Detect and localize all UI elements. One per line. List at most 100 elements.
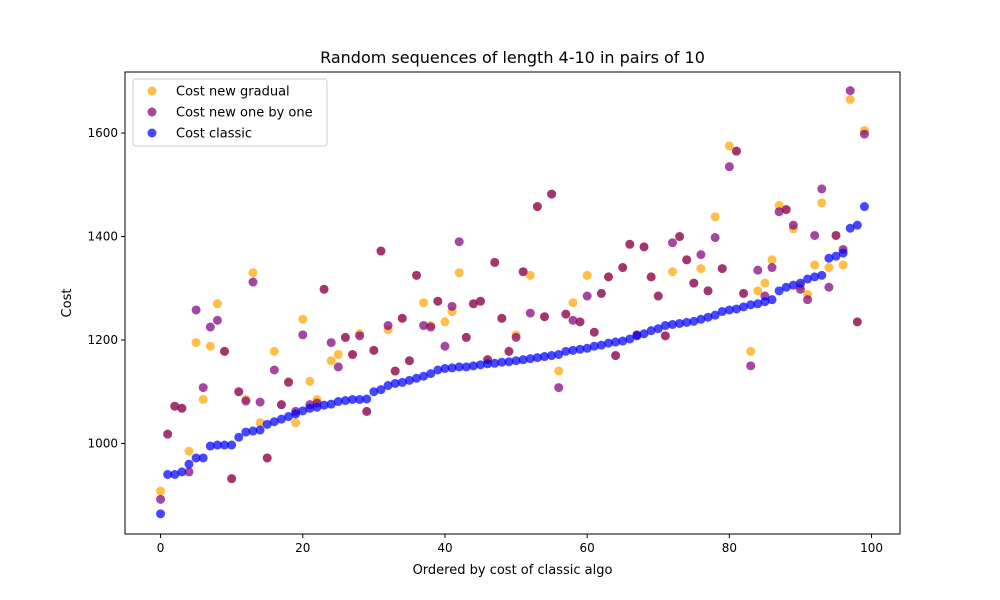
data-point-series-0	[205, 341, 215, 351]
data-point-series-0	[817, 198, 827, 208]
data-point-series-1	[603, 272, 613, 282]
data-point-series-2	[419, 371, 429, 381]
data-point-series-2	[269, 417, 279, 427]
data-point-series-1	[397, 313, 407, 323]
data-point-series-2	[440, 363, 450, 373]
data-point-series-2	[483, 359, 493, 369]
data-point-series-0	[305, 376, 315, 386]
data-point-series-1	[653, 291, 663, 301]
data-point-series-2	[824, 253, 834, 263]
data-point-series-1	[518, 267, 528, 277]
data-point-series-2	[667, 319, 677, 329]
data-point-series-1	[639, 242, 649, 252]
data-point-series-1	[859, 129, 869, 139]
data-point-series-2	[220, 440, 230, 450]
data-point-series-2	[312, 402, 322, 412]
data-point-series-2	[497, 357, 507, 367]
data-point-series-2	[376, 385, 386, 395]
y-axis-label: Cost	[60, 289, 75, 318]
data-point-series-0	[554, 366, 564, 376]
data-point-series-1	[568, 315, 578, 325]
data-point-series-1	[504, 346, 514, 356]
data-point-series-1	[177, 403, 187, 413]
data-point-series-1	[554, 383, 564, 393]
data-point-series-0	[568, 298, 578, 308]
data-point-series-1	[362, 406, 372, 416]
data-point-series-1	[468, 299, 478, 309]
y-tick-label: 1200	[87, 333, 118, 347]
data-point-series-1	[810, 230, 820, 240]
data-point-series-1	[682, 255, 692, 265]
data-point-series-1	[348, 349, 358, 359]
data-point-series-0	[710, 212, 720, 222]
data-point-series-2	[205, 441, 215, 451]
data-point-series-1	[547, 189, 557, 199]
legend-label: Cost new gradual	[176, 85, 290, 100]
data-point-series-1	[355, 331, 365, 341]
points-layer	[156, 86, 869, 519]
data-point-series-1	[269, 365, 279, 375]
y-axis: 1000 1200 1400 1600	[87, 126, 125, 450]
data-point-series-1	[262, 453, 272, 463]
data-point-series-1	[376, 246, 386, 256]
data-point-series-2	[362, 394, 372, 404]
data-point-series-2	[504, 357, 514, 367]
x-tick-label: 20	[295, 541, 310, 555]
data-point-series-2	[703, 312, 713, 322]
data-point-series-1	[298, 330, 308, 340]
data-point-series-2	[859, 202, 869, 212]
data-point-series-1	[703, 286, 713, 296]
data-point-series-2	[532, 353, 542, 363]
data-point-series-1	[611, 351, 621, 361]
data-point-series-2	[468, 361, 478, 371]
data-point-series-0	[838, 260, 848, 270]
data-point-series-1	[212, 315, 222, 325]
data-point-series-2	[625, 334, 635, 344]
data-point-series-0	[774, 200, 784, 210]
data-point-series-2	[476, 360, 485, 370]
legend-marker	[147, 86, 157, 96]
data-point-series-2	[255, 425, 265, 435]
data-point-series-2	[767, 295, 777, 305]
data-point-series-1	[774, 207, 784, 217]
data-point-series-1	[710, 233, 720, 243]
data-point-series-2	[276, 414, 286, 424]
data-point-series-2	[461, 362, 471, 372]
data-point-series-2	[596, 340, 606, 350]
data-point-series-1	[326, 338, 336, 348]
data-point-series-1	[717, 264, 727, 274]
data-point-series-0	[696, 264, 706, 274]
data-point-series-1	[660, 331, 670, 341]
data-point-series-2	[632, 331, 642, 341]
data-point-series-1	[191, 305, 201, 315]
data-point-series-2	[689, 316, 699, 326]
data-point-series-1	[340, 332, 350, 342]
data-point-series-2	[241, 427, 251, 437]
data-point-series-0	[454, 268, 464, 278]
data-point-series-1	[447, 301, 457, 311]
data-point-series-2	[646, 326, 656, 336]
data-point-series-1	[767, 263, 777, 273]
data-point-series-0	[212, 299, 222, 309]
data-point-series-1	[241, 396, 251, 406]
data-point-series-2	[333, 397, 343, 407]
data-point-series-2	[156, 509, 166, 519]
data-point-series-2	[198, 453, 208, 463]
data-point-series-0	[298, 314, 308, 324]
data-point-series-2	[795, 278, 805, 288]
data-point-series-0	[845, 94, 855, 104]
data-point-series-0	[525, 270, 535, 280]
data-point-series-1	[163, 429, 173, 439]
data-point-series-2	[262, 419, 272, 429]
data-point-series-1	[255, 397, 265, 407]
data-point-series-1	[788, 220, 798, 230]
data-point-series-1	[781, 205, 791, 215]
legend-box	[132, 78, 328, 147]
data-point-series-2	[660, 321, 670, 331]
data-point-series-1	[220, 346, 230, 356]
data-point-series-0	[810, 260, 820, 270]
data-point-series-1	[461, 332, 471, 342]
data-point-series-1	[412, 270, 422, 280]
data-point-series-2	[540, 352, 549, 362]
